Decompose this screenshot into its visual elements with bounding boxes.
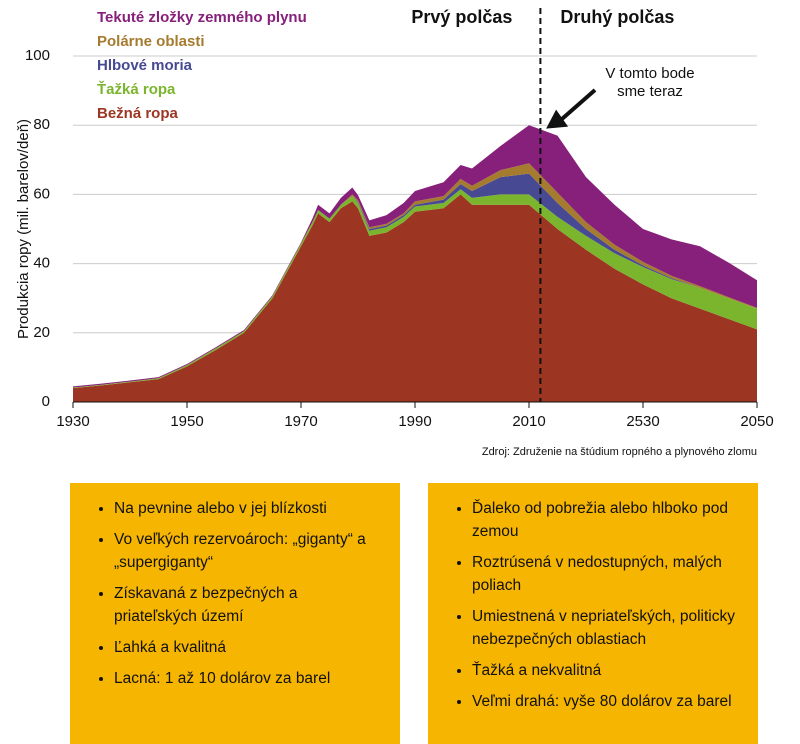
x-tick-label: 1950 [170, 413, 203, 430]
legend-label: Hlbové moria [97, 57, 193, 74]
y-tick-label: 0 [42, 393, 50, 410]
arrow [558, 88, 597, 123]
x-tick-label: 2050 [740, 413, 773, 430]
box-left: Na pevnine alebo v jej blízkosti Vo veľký… [70, 483, 400, 744]
phase-label: Prvý polčas [411, 7, 512, 27]
annotation: V tomto bode [605, 65, 694, 82]
y-tick-label: 60 [33, 185, 50, 202]
y-tick-label: 20 [33, 324, 50, 341]
legend-label: Polárne oblasti [97, 33, 205, 50]
legend-label: Ťažká ropa [97, 80, 176, 98]
x-tick-label: 1970 [284, 413, 317, 430]
x-tick-label: 2010 [512, 413, 545, 430]
x-tick-label: 1930 [56, 413, 89, 430]
bullet: Ľahká a kvalitná [114, 636, 382, 659]
x-tick-label: 2530 [626, 413, 659, 430]
list: Na pevnine alebo v jej blízkosti Vo veľký… [88, 497, 382, 690]
chart: Produkcia ropy (mil. barelov/deň) Zdroj:… [15, 7, 774, 458]
area [73, 125, 757, 388]
bullet: Získavaná z bezpečných a priateľských úz… [114, 582, 382, 628]
area [73, 189, 757, 389]
bullet: Na pevnine alebo v jej blízkosti [114, 497, 382, 520]
y-tick-label: 80 [33, 116, 50, 133]
y-tick-label: 40 [33, 255, 50, 272]
area [73, 194, 757, 402]
y-axis-label: Produkcia ropy (mil. barelov/deň) [15, 119, 32, 339]
bullet: Veľmi drahá: vyše 80 dolárov za barel [472, 690, 740, 713]
arrow-head [546, 109, 569, 129]
annotation: sme teraz [617, 83, 683, 100]
list: Ďaleko od pobrežia alebo hlboko pod zemo… [446, 497, 740, 713]
legend-label: Tekuté zložky zemného plynu [97, 9, 307, 26]
phase-label: Druhý polčas [560, 7, 674, 27]
bullet: Roztrúsená v nedostupných, malých poliac… [472, 551, 740, 597]
source: Zdroj: Združenie na štúdium ropného a pl… [482, 446, 757, 458]
bullet: Vo veľkých rezervoároch: „giganty“ a „su… [114, 528, 382, 574]
legend-label: Bežná ropa [97, 105, 179, 122]
bullet: Lacná: 1 až 10 dolárov za barel [114, 667, 382, 690]
y-tick-label: 100 [25, 47, 50, 64]
bullet: Ťažká a nekvalitná [472, 659, 740, 682]
bullet: Umiestnená v nepriateľských, politicky n… [472, 605, 740, 651]
x-tick-label: 1990 [398, 413, 431, 430]
bullet: Ďaleko od pobrežia alebo hlboko pod zemo… [472, 497, 740, 543]
box-right: Ďaleko od pobrežia alebo hlboko pod zemo… [428, 483, 758, 744]
